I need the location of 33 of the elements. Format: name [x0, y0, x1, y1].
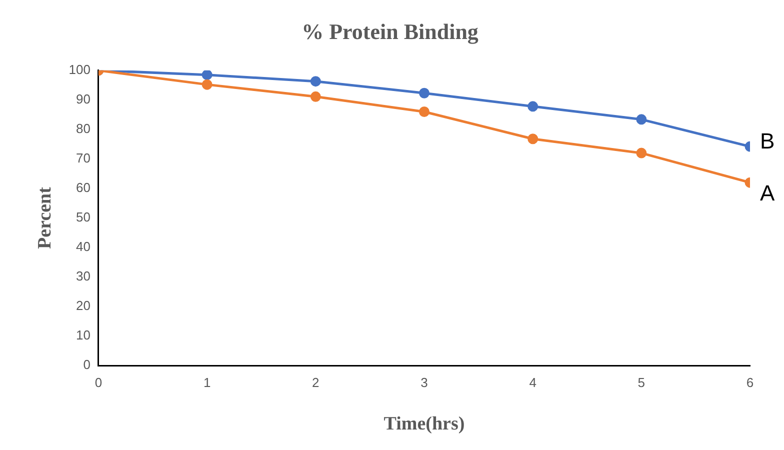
x-tick-label: 3: [420, 374, 428, 390]
y-tick-label: 30: [76, 268, 90, 284]
point: [636, 148, 647, 158]
x-tick-label: 0: [94, 374, 102, 390]
point: [310, 91, 321, 102]
y-axis-title: Percent: [34, 186, 56, 249]
y-tick-label: 0: [83, 357, 90, 372]
y-tick-label: 10: [76, 328, 90, 343]
point: [636, 114, 647, 125]
point: [310, 76, 321, 87]
x-axis-title: Time(hrs): [384, 414, 465, 435]
y-tick-label: 20: [76, 298, 90, 314]
x-tick-label: 1: [203, 374, 211, 390]
point: [418, 88, 430, 98]
y-tick-label: 40: [76, 239, 90, 254]
point: [418, 106, 430, 117]
x-tick-label: 2: [312, 374, 320, 390]
y-tick-label: 70: [76, 150, 90, 166]
y-tick-label: 80: [76, 121, 90, 136]
point: [202, 79, 212, 90]
point: [528, 134, 538, 144]
y-tick-label: 90: [76, 92, 90, 106]
x-tick-label: 4: [529, 374, 536, 390]
y-tick-label: 100: [68, 62, 90, 77]
y-tick-label: 50: [76, 210, 90, 225]
x-tick-label: 5: [638, 374, 646, 390]
point: [202, 70, 212, 80]
point: [528, 101, 538, 112]
x-tick-label: 6: [746, 374, 754, 390]
chart-title: % Protein Binding: [302, 18, 478, 44]
y-tick-label: 60: [76, 180, 90, 196]
series-label: A: [760, 180, 775, 206]
series-label: B: [760, 128, 775, 154]
